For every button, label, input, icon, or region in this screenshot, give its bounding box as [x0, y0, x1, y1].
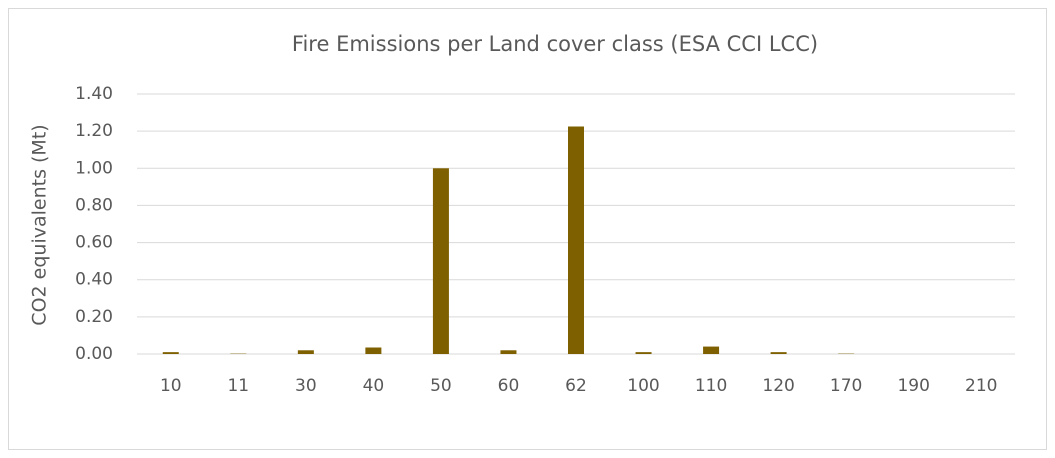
bar — [365, 347, 382, 354]
bar — [432, 168, 449, 354]
x-tick-label: 40 — [363, 376, 385, 396]
bar — [297, 350, 314, 354]
x-tick-label: 30 — [295, 376, 317, 396]
x-tick-label: 100 — [627, 376, 659, 396]
y-tick-label: 0.80 — [75, 195, 113, 215]
bar — [500, 350, 517, 354]
y-axis-label: CO2 equivalents (Mt) — [29, 124, 51, 325]
y-tick-label: 1.00 — [75, 158, 113, 178]
bar — [703, 346, 720, 354]
bar — [162, 352, 179, 354]
x-tick-label: 62 — [565, 376, 587, 396]
x-tick-label: 190 — [897, 376, 929, 396]
y-tick-label: 1.20 — [75, 121, 113, 141]
x-tick-label: 50 — [430, 376, 452, 396]
y-tick-label: 0.20 — [75, 307, 113, 327]
bar — [568, 126, 584, 354]
x-tick-label: 210 — [965, 376, 997, 396]
bar — [770, 352, 787, 354]
chart-border — [8, 8, 1047, 450]
y-tick-label: 0.60 — [75, 233, 113, 253]
x-tick-label: 60 — [498, 376, 520, 396]
chart-title: Fire Emissions per Land cover class (ESA… — [292, 32, 818, 56]
x-tick-label: 10 — [160, 376, 182, 396]
x-tick-label: 170 — [830, 376, 862, 396]
x-tick-label: 120 — [762, 376, 794, 396]
x-tick-label: 11 — [227, 376, 249, 396]
x-tick-label: 110 — [695, 376, 727, 396]
y-tick-label: 0.00 — [75, 344, 113, 364]
y-tick-label: 1.40 — [75, 84, 113, 104]
bar — [635, 352, 652, 354]
y-tick-label: 0.40 — [75, 270, 113, 290]
